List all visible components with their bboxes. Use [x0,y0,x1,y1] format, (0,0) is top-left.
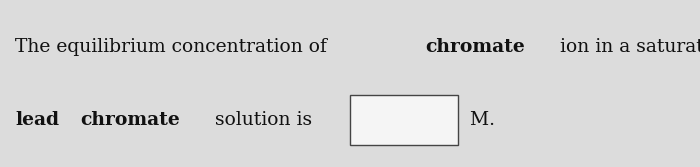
Text: ion in a saturated: ion in a saturated [554,38,700,56]
Text: chromate: chromate [80,111,180,129]
Bar [349,95,458,145]
Text: M.: M. [463,111,495,129]
Text: solution is: solution is [209,111,318,129]
Text: The equilibrium concentration of: The equilibrium concentration of [15,38,333,56]
Text: lead: lead [15,111,60,129]
Text: chromate: chromate [426,38,525,56]
